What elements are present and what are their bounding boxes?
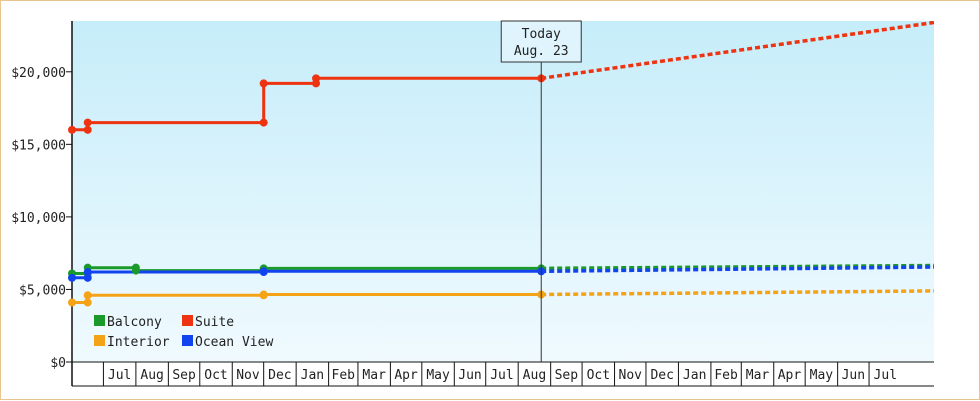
month-label: Jun [842,368,865,383]
interior-point [83,298,92,307]
month-label: Aug [523,368,546,383]
plot-background [72,21,934,362]
month-label: Oct [587,368,610,383]
month-label: May [810,368,834,383]
legend-swatch-suite [182,315,193,326]
month-label: Feb [714,368,738,383]
month-label: Aug [140,368,163,383]
month-label: Dec [268,368,291,383]
legend-label-balcony: Balcony [107,315,162,330]
month-label: Nov [236,368,260,383]
month-label: Nov [619,368,643,383]
ocean-view-point [83,268,92,277]
legend-label-interior: Interior [107,335,170,350]
legend-label-suite: Suite [195,315,234,330]
month-label: Jul [108,368,131,383]
today-date-label: Aug. 23 [514,44,569,59]
month-label: Mar [746,368,770,383]
ocean-view-forecast-line [541,265,934,274]
month-label: Jan [683,368,706,383]
month-label: Sep [555,368,579,383]
month-label: Sep [172,368,196,383]
month-label: Jun [458,368,481,383]
y-tick-label: $20,000 [11,66,66,81]
month-label: Feb [332,368,356,383]
ocean-view-point [259,267,268,276]
month-label: Apr [394,368,418,383]
today-label: Today [522,27,561,42]
y-tick-label: $5,000 [19,283,66,298]
legend-label-ocean-view: Ocean View [195,335,273,350]
interior-point [68,298,76,307]
legend-swatch-ocean-view [182,335,193,346]
suite-point [83,118,92,127]
ocean-view-point [68,273,76,282]
interior-forecast-line [541,289,934,297]
y-tick-label: $10,000 [11,211,66,226]
suite-point [312,74,321,83]
interior-point [259,290,268,299]
legend-swatch-balcony [94,315,105,326]
suite-forecast-line [540,21,934,81]
interior-point [83,291,92,300]
month-label: Oct [204,368,227,383]
balcony-point [131,266,140,275]
suite-point [83,125,92,134]
suite-point [259,118,268,127]
y-tick-label: $0 [50,356,66,371]
month-label: Mar [362,368,386,383]
month-label: May [426,368,450,383]
ocean-view-point [83,273,92,282]
suite-point [68,125,76,134]
month-label: Jan [301,368,324,383]
suite-point [259,79,268,88]
y-tick-label: $15,000 [11,138,66,153]
balcony-forecast-line [541,263,934,271]
legend: Balcony Suite Interior Ocean View [94,315,273,350]
month-label: Apr [778,368,802,383]
month-label: Dec [650,368,673,383]
legend-swatch-interior [94,335,105,346]
month-label: Jul [490,368,513,383]
month-label: Jul [874,368,897,383]
today-box [500,20,582,63]
